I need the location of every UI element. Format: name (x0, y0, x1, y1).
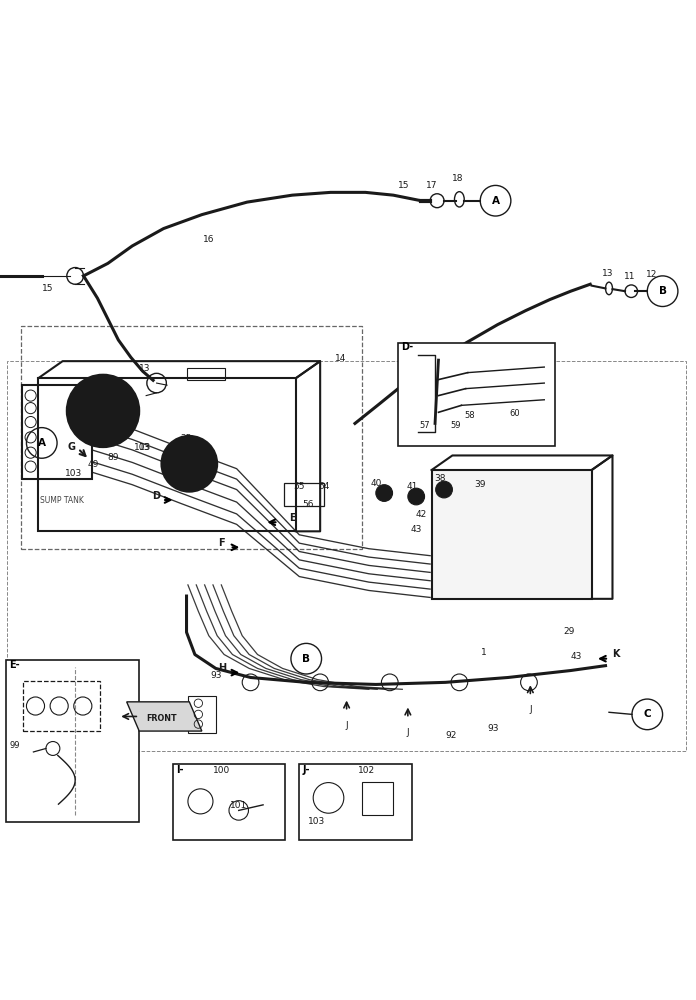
Text: 13: 13 (602, 269, 613, 278)
FancyBboxPatch shape (173, 764, 285, 840)
Text: 43: 43 (411, 525, 422, 534)
Text: 59: 59 (450, 421, 461, 430)
Text: B: B (302, 654, 310, 664)
Text: J: J (345, 721, 348, 730)
Text: I-: I- (176, 765, 184, 775)
Text: 15: 15 (398, 181, 409, 190)
Text: 58: 58 (464, 411, 475, 420)
Text: 56: 56 (302, 500, 313, 509)
Text: D: D (152, 491, 159, 501)
Text: 55: 55 (294, 482, 305, 491)
Text: 13: 13 (139, 364, 150, 373)
FancyBboxPatch shape (6, 660, 139, 822)
Text: H: H (219, 663, 227, 673)
Polygon shape (127, 702, 202, 731)
Text: 103: 103 (308, 817, 325, 826)
Text: 25: 25 (181, 434, 192, 443)
Text: 18: 18 (452, 174, 464, 183)
Text: K: K (612, 649, 620, 659)
Circle shape (161, 436, 217, 492)
Text: 1: 1 (481, 648, 487, 657)
Text: 100: 100 (213, 766, 230, 775)
Text: G: G (68, 442, 75, 452)
Text: A: A (491, 196, 500, 206)
Text: J: J (406, 728, 409, 737)
Text: 103: 103 (103, 411, 120, 420)
Circle shape (408, 488, 425, 505)
Text: 14: 14 (335, 354, 347, 363)
Text: J: J (529, 705, 532, 714)
Text: 99: 99 (9, 741, 19, 750)
Text: 43: 43 (571, 652, 582, 661)
Text: 11: 11 (624, 272, 635, 281)
FancyBboxPatch shape (398, 343, 555, 446)
FancyBboxPatch shape (432, 470, 592, 599)
Text: C: C (644, 709, 651, 719)
Circle shape (436, 481, 452, 498)
Text: 60: 60 (509, 409, 520, 418)
Text: 16: 16 (203, 235, 214, 244)
Text: 29: 29 (564, 627, 575, 636)
Text: A: A (38, 438, 46, 448)
Text: 38: 38 (434, 474, 445, 483)
Text: 54: 54 (319, 482, 330, 491)
Text: 15: 15 (42, 284, 53, 293)
Text: 102: 102 (358, 766, 376, 775)
Text: 93: 93 (210, 671, 221, 680)
Text: B: B (658, 286, 667, 296)
Text: 103: 103 (65, 469, 81, 478)
Text: 93: 93 (487, 724, 498, 733)
Text: FRONT: FRONT (146, 714, 177, 723)
Text: 57: 57 (419, 421, 429, 430)
Text: 42: 42 (416, 510, 427, 519)
Text: SUMP TANK: SUMP TANK (40, 496, 84, 505)
Text: 39: 39 (475, 480, 486, 489)
Text: E-: E- (9, 660, 19, 670)
Text: 49: 49 (88, 460, 99, 469)
Text: 17: 17 (426, 181, 437, 190)
Circle shape (376, 485, 393, 501)
Text: 101: 101 (230, 801, 247, 810)
Text: J-: J- (303, 765, 310, 775)
FancyBboxPatch shape (299, 764, 412, 840)
Text: 12: 12 (646, 270, 657, 279)
Text: 40: 40 (370, 479, 381, 488)
Text: 92: 92 (445, 731, 457, 740)
Text: F: F (219, 538, 226, 548)
Text: D-: D- (402, 342, 413, 352)
Text: 41: 41 (406, 482, 418, 491)
Text: 89: 89 (107, 453, 118, 462)
Text: E: E (289, 513, 296, 523)
Circle shape (67, 375, 139, 447)
Text: 13: 13 (139, 443, 150, 452)
Text: 103: 103 (134, 443, 151, 452)
